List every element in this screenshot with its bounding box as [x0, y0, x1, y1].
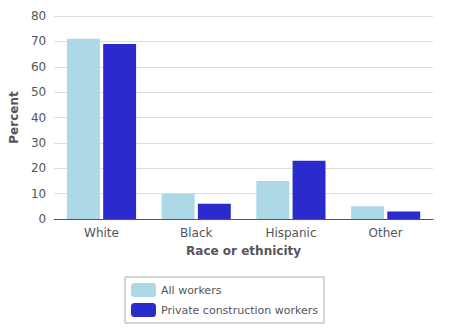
svg-text:Race or ethnicity: Race or ethnicity: [186, 244, 301, 258]
svg-text:40: 40: [31, 111, 46, 125]
svg-text:20: 20: [31, 161, 46, 175]
svg-text:White: White: [84, 226, 119, 240]
svg-text:60: 60: [31, 60, 46, 74]
svg-text:10: 10: [31, 187, 46, 201]
svg-text:Private construction workers: Private construction workers: [161, 304, 318, 317]
svg-text:All workers: All workers: [161, 284, 222, 297]
svg-text:Black: Black: [180, 226, 213, 240]
svg-text:30: 30: [31, 136, 46, 150]
svg-text:Hispanic: Hispanic: [265, 226, 316, 240]
svg-text:Percent: Percent: [7, 91, 21, 144]
svg-text:80: 80: [31, 9, 46, 23]
svg-text:50: 50: [31, 85, 46, 99]
svg-text:0: 0: [39, 212, 47, 226]
svg-text:Other: Other: [369, 226, 403, 240]
svg-text:70: 70: [31, 34, 46, 48]
